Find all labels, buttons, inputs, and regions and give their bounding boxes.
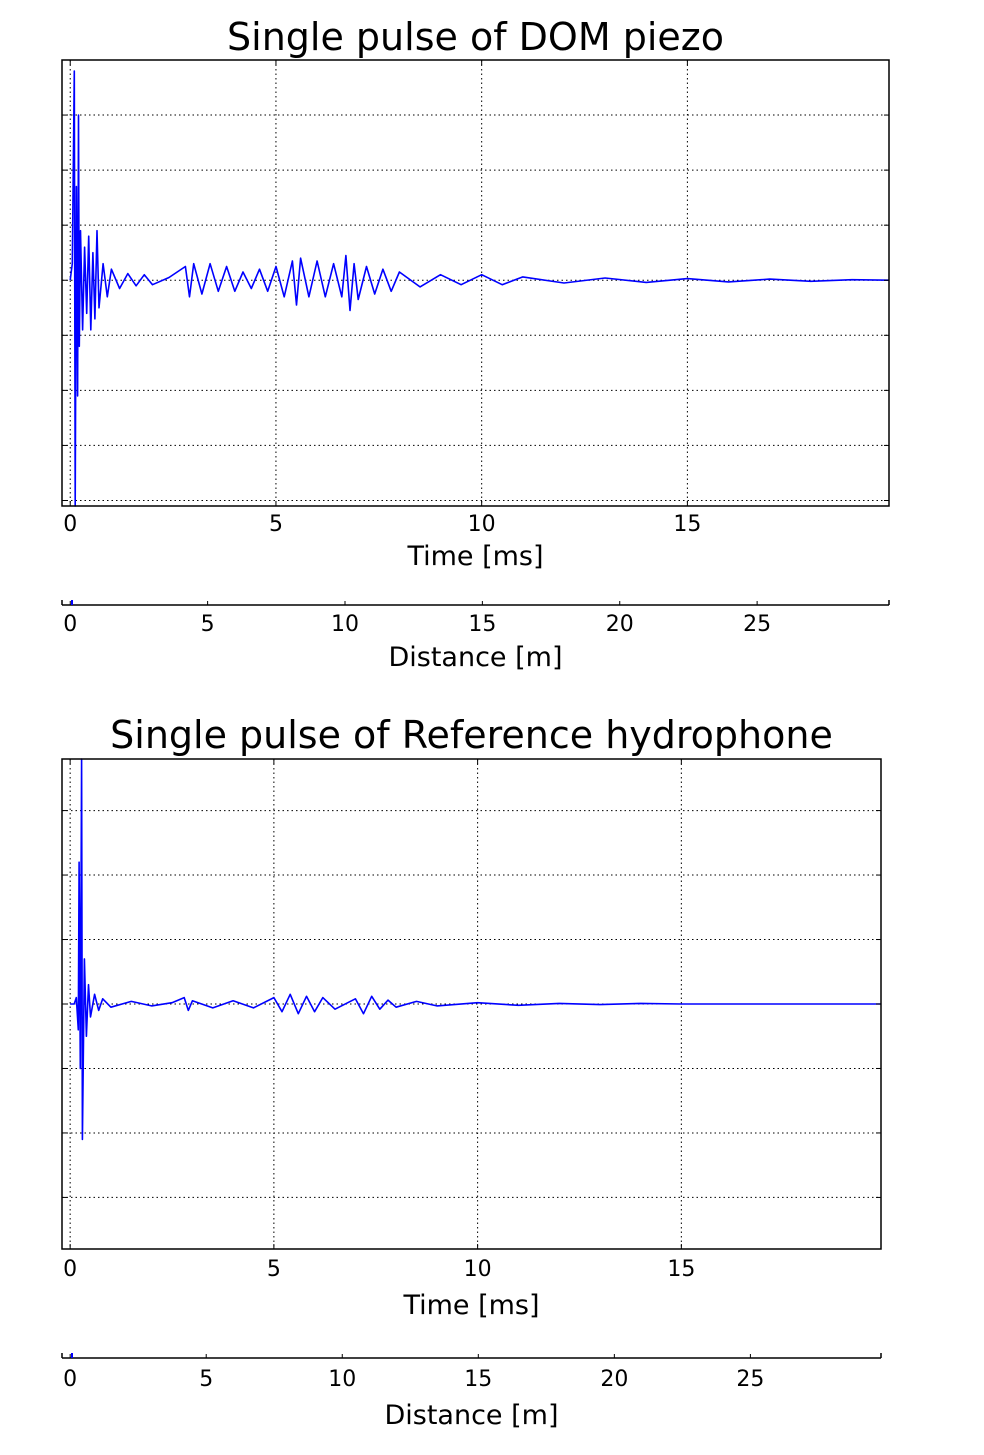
distance-axis-label: Distance [m]: [388, 642, 562, 673]
x-tick-label: 5: [269, 512, 283, 537]
distance-tick-label: 20: [606, 612, 634, 637]
distance-tick-label: 0: [63, 612, 77, 637]
x-tick-label: 15: [667, 1257, 695, 1282]
x-tick-label: 15: [673, 512, 701, 537]
distance-tick-label: 20: [600, 1367, 628, 1392]
distance-tick-label: 10: [328, 1367, 356, 1392]
data-series-line: [69, 70, 890, 507]
chart-title: Single pulse of DOM piezo: [227, 15, 724, 59]
x-tick-label: 0: [63, 1257, 77, 1282]
plot-frame: [61, 59, 890, 507]
x-tick-label: 5: [267, 1257, 281, 1282]
chart-title: Single pulse of Reference hydrophone: [110, 713, 833, 757]
x-tick-label: 0: [63, 512, 77, 537]
chart-2: Single pulse of Reference hydrophone 0 5 10…: [61, 713, 882, 1431]
distance-tick-label: 5: [199, 1367, 213, 1392]
distance-tick-label: 0: [63, 1367, 77, 1392]
distance-tick-label: 15: [464, 1367, 492, 1392]
data-series-line: [70, 758, 881, 1141]
x-tick-label: 10: [468, 512, 496, 537]
chart-1: Single pulse of DOM piezo 0 5 10 15 Time [ms]…: [61, 15, 890, 673]
distance-tick-label: 15: [468, 612, 496, 637]
distance-axis-label: Distance [m]: [384, 1400, 558, 1431]
x-axis-label: Time [ms]: [402, 1290, 539, 1321]
distance-tick-label: 10: [331, 612, 359, 637]
distance-tick-label: 5: [201, 612, 215, 637]
distance-tick-label: 25: [736, 1367, 764, 1392]
x-tick-label: 10: [464, 1257, 492, 1282]
distance-tick-label: 25: [743, 612, 771, 637]
x-axis-label: Time [ms]: [406, 541, 543, 572]
